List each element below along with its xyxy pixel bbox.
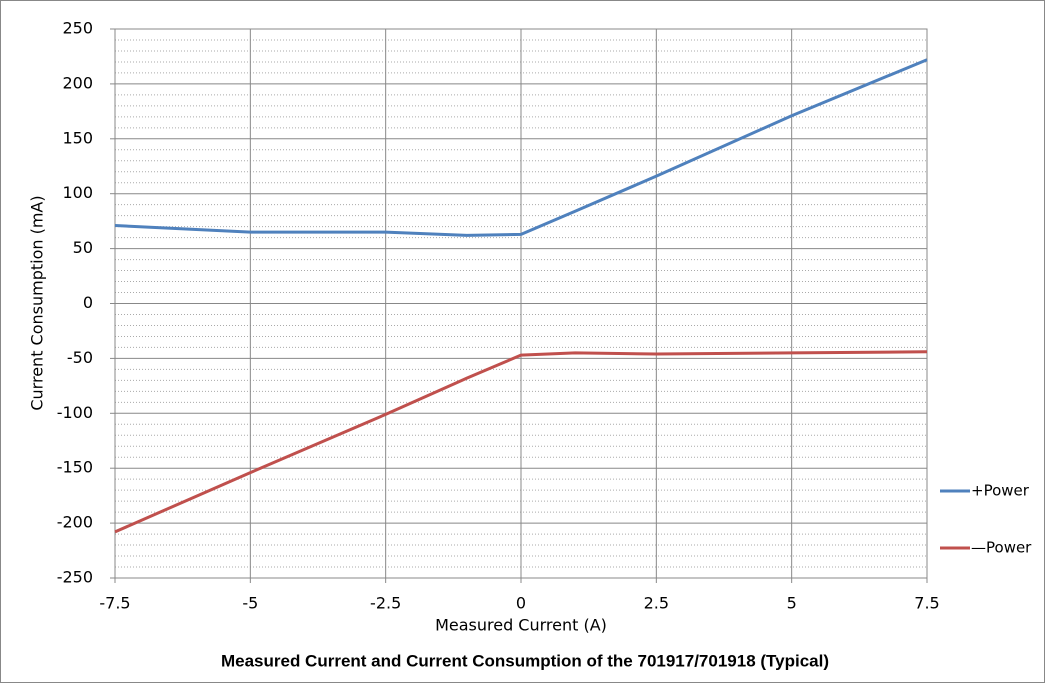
x-tick-label: 0 <box>516 594 526 613</box>
x-tick-label: 7.5 <box>914 594 939 613</box>
y-tick-label: 0 <box>83 293 93 312</box>
y-tick-label: -100 <box>57 403 93 422</box>
y-tick-label: -50 <box>67 348 93 367</box>
y-tick-label: -150 <box>57 458 93 477</box>
y-tick-label: 100 <box>62 183 93 202</box>
x-tick-label: -2.5 <box>370 594 401 613</box>
x-tick-label: -5 <box>242 594 258 613</box>
chart-title: Measured Current and Current Consumption… <box>221 651 829 670</box>
y-tick-label: 50 <box>73 238 93 257</box>
legend-label: —Power <box>971 539 1032 557</box>
data-line <box>114 350 928 534</box>
y-tick-label: -200 <box>57 513 93 532</box>
y-axis-label: Current Consumption (mA) <box>28 195 47 410</box>
x-tick-label: 2.5 <box>644 594 669 613</box>
data-line <box>114 58 928 237</box>
x-axis-label: Measured Current (A) <box>435 616 607 635</box>
legend-label: +Power <box>971 482 1030 500</box>
plot-area <box>114 28 928 579</box>
y-tick-label: -250 <box>57 568 93 587</box>
y-tick-label: 250 <box>62 19 93 38</box>
y-tick-label: 150 <box>62 128 93 147</box>
y-tick-label: 200 <box>62 73 93 92</box>
x-tick-label: 5 <box>787 594 797 613</box>
x-tick-label: -7.5 <box>99 594 130 613</box>
